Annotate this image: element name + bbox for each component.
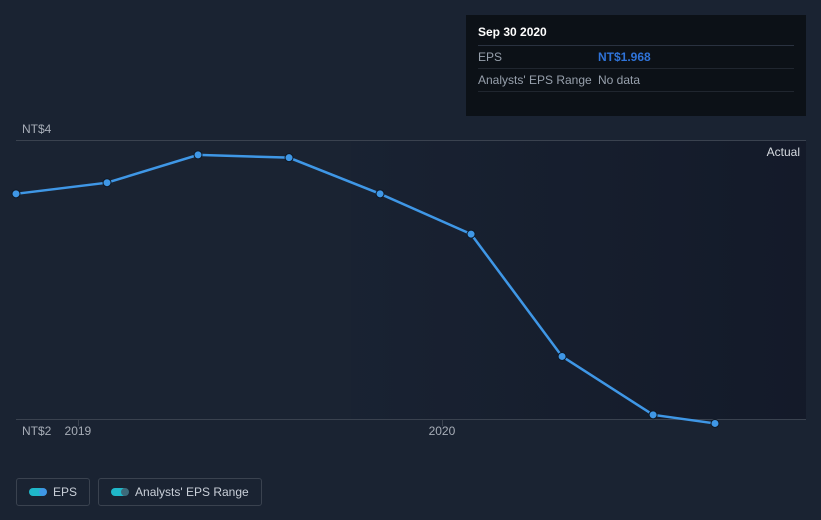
chart-area: NT$4 Actual NT$2 20192020 bbox=[16, 120, 806, 450]
x-label-row: 2019 2020 bbox=[16, 424, 806, 438]
tooltip-value: NT$1.968 bbox=[598, 50, 651, 64]
plot-region[interactable]: Actual bbox=[16, 140, 806, 420]
tooltip-row-eps: EPS NT$1.968 bbox=[478, 46, 794, 69]
chart-legend: EPS Analysts' EPS Range bbox=[16, 478, 262, 506]
y-axis-label-top: NT$4 bbox=[22, 122, 51, 136]
legend-item-eps[interactable]: EPS bbox=[16, 478, 90, 506]
tooltip-row-range: Analysts' EPS Range No data bbox=[478, 69, 794, 92]
tooltip-label: EPS bbox=[478, 50, 598, 64]
x-axis-label: 2019 bbox=[65, 424, 92, 438]
legend-label: Analysts' EPS Range bbox=[135, 485, 249, 499]
legend-item-range[interactable]: Analysts' EPS Range bbox=[98, 478, 262, 506]
legend-swatch-icon bbox=[111, 488, 127, 496]
eps-line-series bbox=[16, 141, 806, 419]
tooltip-value: No data bbox=[598, 73, 640, 87]
chart-tooltip: Sep 30 2020 EPS NT$1.968 Analysts' EPS R… bbox=[466, 15, 806, 116]
eps-chart-container: Sep 30 2020 EPS NT$1.968 Analysts' EPS R… bbox=[0, 0, 821, 520]
legend-swatch-icon bbox=[29, 488, 45, 496]
legend-label: EPS bbox=[53, 485, 77, 499]
x-axis-label: 2020 bbox=[429, 424, 456, 438]
tooltip-label: Analysts' EPS Range bbox=[478, 73, 598, 87]
tooltip-date: Sep 30 2020 bbox=[478, 25, 794, 46]
